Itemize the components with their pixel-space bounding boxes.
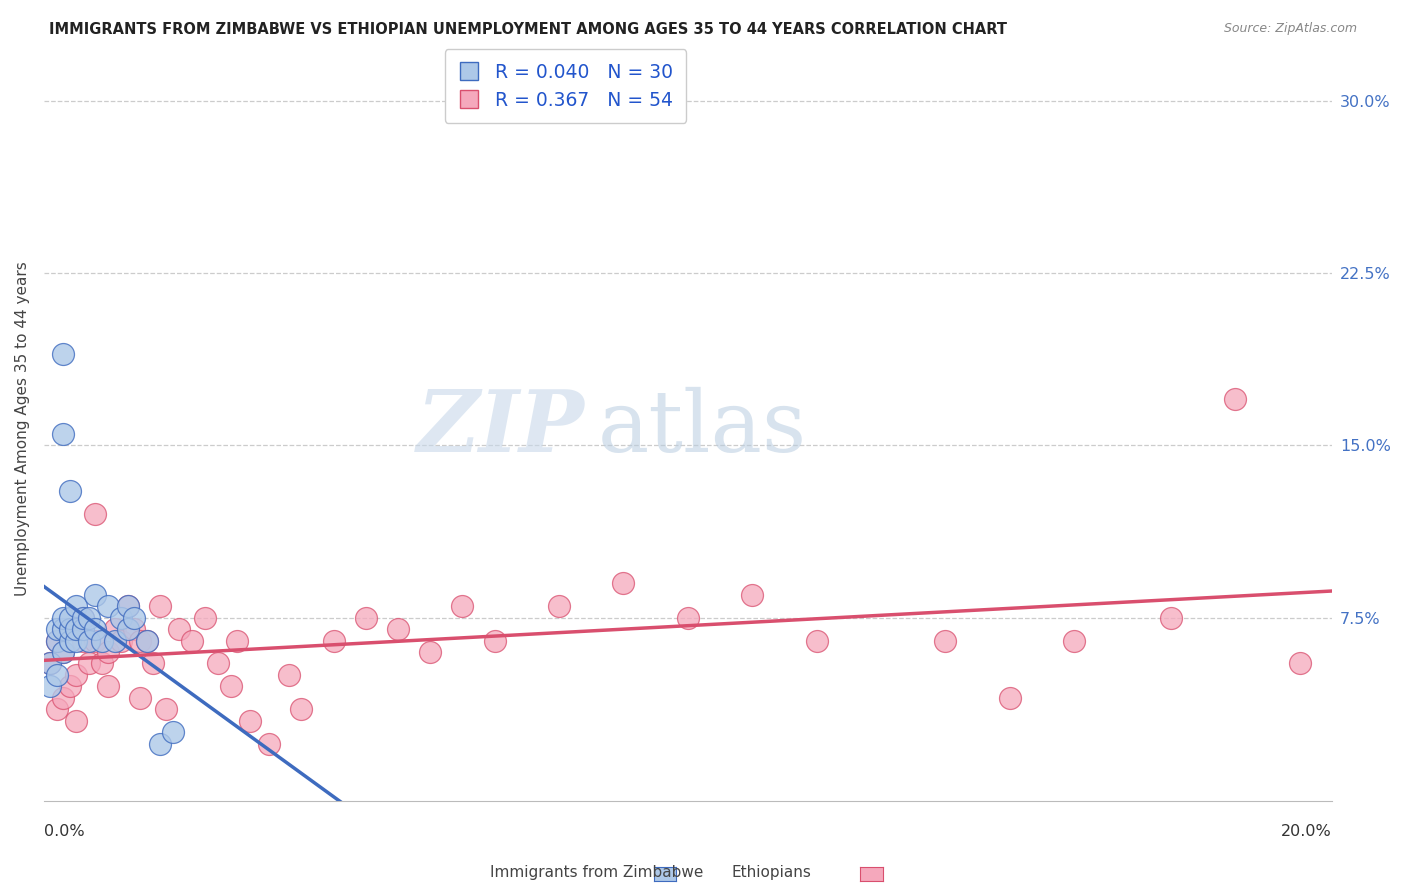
Text: 0.0%: 0.0% [44,823,84,838]
Point [162,725,184,739]
Point [90,633,112,648]
Point [1288,657,1310,671]
Point [104,633,127,648]
Text: Source: ZipAtlas.com: Source: ZipAtlas.com [1223,22,1357,36]
Point [548,599,571,613]
Point [135,633,157,648]
Text: atlas: atlas [598,386,807,470]
Point [129,690,152,705]
Point [72,610,94,624]
Point [65,622,87,636]
Point [1160,610,1182,624]
Point [52,690,75,705]
Point [65,633,87,648]
Point [59,622,82,636]
Text: Immigrants from Zimbabwe: Immigrants from Zimbabwe [489,865,703,880]
Point [419,645,441,659]
Point [84,633,107,648]
Point [110,633,132,648]
Point [806,633,828,648]
Point [84,508,107,522]
Point [52,610,75,624]
Point [290,702,312,716]
Point [45,633,67,648]
Point [104,622,127,636]
Point [52,645,75,659]
Point [52,645,75,659]
Point [72,610,94,624]
Point [484,633,506,648]
Point [52,622,75,636]
Point [39,657,62,671]
Point [354,610,377,624]
Point [676,610,699,624]
Point [59,484,82,499]
Point [45,668,67,682]
Point [45,633,67,648]
Point [122,622,145,636]
Point [117,622,139,636]
Point [84,622,107,636]
Point [155,702,177,716]
Point [59,622,82,636]
Point [277,668,299,682]
Point [1225,392,1247,407]
Point [149,737,172,751]
Point [451,599,474,613]
Point [322,633,344,648]
Point [52,426,75,441]
Point [45,622,67,636]
Point [84,588,107,602]
Point [122,610,145,624]
Point [97,680,120,694]
Point [387,622,409,636]
Point [226,633,249,648]
Point [998,690,1021,705]
Point [77,657,100,671]
Text: Ethiopians: Ethiopians [731,865,811,880]
Point [45,702,67,716]
Point [117,599,139,613]
Point [207,657,229,671]
Point [77,610,100,624]
Y-axis label: Unemployment Among Ages 35 to 44 years: Unemployment Among Ages 35 to 44 years [15,260,30,596]
Point [65,668,87,682]
Point [39,680,62,694]
Point [135,633,157,648]
Point [97,599,120,613]
Point [90,657,112,671]
Text: ZIP: ZIP [418,386,585,470]
Point [65,714,87,728]
Point [142,657,165,671]
Point [612,576,634,591]
Point [181,633,204,648]
Point [1063,633,1085,648]
Point [59,633,82,648]
Point [239,714,262,728]
Text: 20.0%: 20.0% [1281,823,1331,838]
Point [65,599,87,613]
Point [117,599,139,613]
Point [59,610,82,624]
Point [77,633,100,648]
Point [59,680,82,694]
Point [129,633,152,648]
Point [741,588,763,602]
Point [194,610,217,624]
Point [219,680,242,694]
Point [39,657,62,671]
Point [149,599,172,613]
Point [52,346,75,360]
Legend: R = 0.040   N = 30, R = 0.367   N = 54: R = 0.040 N = 30, R = 0.367 N = 54 [444,49,686,123]
Point [934,633,956,648]
Point [97,645,120,659]
Text: IMMIGRANTS FROM ZIMBABWE VS ETHIOPIAN UNEMPLOYMENT AMONG AGES 35 TO 44 YEARS COR: IMMIGRANTS FROM ZIMBABWE VS ETHIOPIAN UN… [49,22,1007,37]
Point [72,633,94,648]
Point [167,622,190,636]
Point [72,622,94,636]
Point [259,737,281,751]
Point [110,610,132,624]
